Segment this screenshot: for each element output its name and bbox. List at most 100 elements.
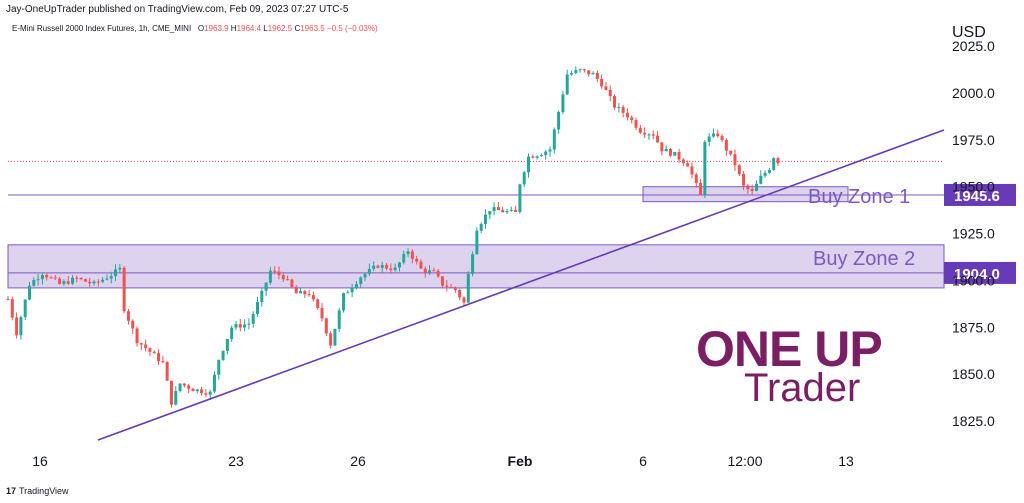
logo-line1: ONE UP [696,321,883,377]
candle-body [505,210,509,213]
candle-body [737,165,741,175]
candle-body [342,293,346,311]
footer-brand[interactable]: 17 TradingView [6,486,69,496]
candle-body [621,106,625,113]
trendline [97,129,945,441]
candle-body [230,327,234,340]
candle-body [105,278,109,280]
candle-body [651,134,655,136]
candle-body [316,299,320,308]
candle-body [539,155,543,157]
candle-body [294,286,298,294]
price-tag-bg [944,183,1016,206]
x-tick-label: 26 [350,453,366,469]
candle-body [720,136,724,141]
candle-body [406,251,410,255]
x-tick-label: 6 [639,453,647,469]
candle-body [613,96,617,108]
candle-body [746,185,750,190]
candle-body [587,70,591,75]
candle-body [101,279,105,282]
y-tick-label: 1975.0 [952,132,995,148]
candle-body [148,348,152,352]
candle-body [522,172,526,185]
candle-body [243,324,247,328]
candle-body [346,292,350,294]
high-label: H [230,24,237,33]
y-tick-label: 1950.0 [952,179,995,195]
candle-body [273,270,277,272]
x-tick-label: 23 [228,453,244,469]
candle-body [759,175,763,184]
candle-body [299,290,303,294]
candle-body [462,297,466,303]
candle-body [6,299,10,301]
candle-body [742,174,746,186]
candle-body [535,156,539,158]
candle-body [174,391,178,405]
candle-body [329,333,333,346]
candle-body [449,286,453,288]
x-tick-label: 13 [838,453,854,469]
candle-body [53,277,57,279]
close-value: 1963.5 [300,24,325,33]
candle-body [221,350,225,360]
candle-body [647,134,651,136]
price-tag-bg [944,261,1016,284]
low-label: L [263,24,268,33]
candle-body [604,86,608,90]
candle-body [565,74,569,95]
change-value: −0.5 (−0.03%) [326,24,378,33]
candle-body [544,151,548,156]
candle-body [548,149,552,152]
candle-body [385,265,389,269]
candle-body [92,281,96,284]
candle-body [410,251,414,259]
candle-body [49,277,53,279]
candle-body [303,290,307,295]
candle-body [518,184,522,212]
candle-body [574,70,578,74]
x-tick-label: Feb [508,453,533,469]
candle-body [664,149,668,152]
symbol-name[interactable]: E-Mini Russell 2000 Index Futures, 1h, C… [12,24,192,33]
candle-body [561,94,565,112]
candle-body [694,174,698,183]
zone-rect [642,186,849,203]
candle-body [509,209,513,211]
currency-label: USD [952,24,986,41]
candle-body [135,328,139,344]
candle-body [359,277,363,285]
candle-body [380,265,384,268]
candle-body [36,279,40,281]
candle-body [320,307,324,319]
candle-body [118,267,122,270]
candle-body [733,154,737,166]
candle-body [686,163,690,167]
candle-body [260,290,264,302]
candle-body [40,275,44,280]
candle-body [440,276,444,286]
candle-body [122,267,126,312]
candle-body [527,156,531,173]
high-value: 1964.4 [236,24,262,33]
candle-body [324,318,328,334]
candle-body [638,127,642,133]
candle-body [428,270,432,273]
y-tick-label: 1825.0 [952,413,995,429]
candle-body [23,299,27,318]
symbol-legend: E-Mini Russell 2000 Index Futures, 1h, C… [12,24,378,33]
candle-body [178,383,182,392]
candle-body [699,182,703,196]
candle-body [307,294,311,296]
oneup-trader-logo: ONE UP Trader [696,320,896,420]
candle-body [552,129,556,150]
candle-body [311,295,315,300]
candle-body [109,276,113,279]
candle-body [126,311,130,321]
candle-body [234,324,238,328]
open-value: 1963.9 [204,24,229,33]
candle-body [707,136,711,142]
candle-body [466,273,470,303]
